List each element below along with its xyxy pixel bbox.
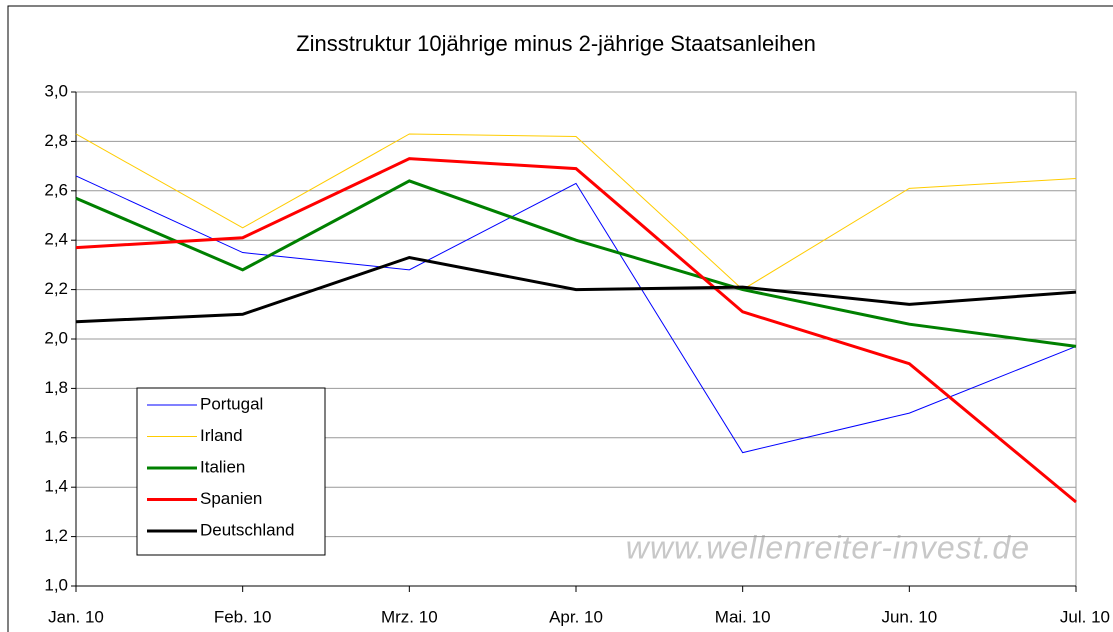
- series-line: [75, 179, 1077, 348]
- lines: [75, 133, 1077, 504]
- y-tick-label: 2,4: [44, 230, 68, 249]
- series-line: [75, 133, 1077, 291]
- y-tick-label: 2,6: [44, 180, 68, 199]
- legend-label: Irland: [200, 426, 243, 445]
- legend-label: Italien: [200, 457, 245, 476]
- y-tick-label: 2,0: [44, 328, 68, 347]
- chart-title: Zinsstruktur 10jährige minus 2-jährige S…: [296, 31, 816, 56]
- x-tick-label: Mrz. 10: [381, 607, 438, 626]
- y-tick-label: 1,4: [44, 477, 68, 496]
- y-tick-label: 2,2: [44, 279, 68, 298]
- y-tick-label: 2,8: [44, 131, 68, 150]
- y-tick-label: 1,0: [44, 575, 68, 594]
- y-tick-label: 3,0: [44, 81, 68, 100]
- legend-label: Spanien: [200, 489, 262, 508]
- x-tick-label: Jul. 10: [1060, 607, 1110, 626]
- y-tick-label: 1,6: [44, 427, 68, 446]
- y-tick-label: 1,8: [44, 378, 68, 397]
- series-line: [75, 157, 1077, 504]
- x-tick-label: Apr. 10: [549, 607, 603, 626]
- legend-box: [136, 387, 326, 556]
- series-line: [75, 255, 1077, 324]
- y-tick-label: 1,2: [44, 526, 68, 545]
- x-tick-label: Jun. 10: [881, 607, 937, 626]
- series-line: [75, 175, 1077, 454]
- x-tick-label: Mai. 10: [715, 607, 771, 626]
- x-tick-label: Feb. 10: [214, 607, 272, 626]
- x-tick-label: Jan. 10: [48, 607, 104, 626]
- watermark: www.wellenreiter-invest.de: [626, 529, 1030, 565]
- legend: Portugal Irland Italien Spanien Deutschland: [136, 387, 326, 556]
- legend-label: Deutschland: [200, 520, 295, 539]
- legend-label: Portugal: [200, 394, 263, 413]
